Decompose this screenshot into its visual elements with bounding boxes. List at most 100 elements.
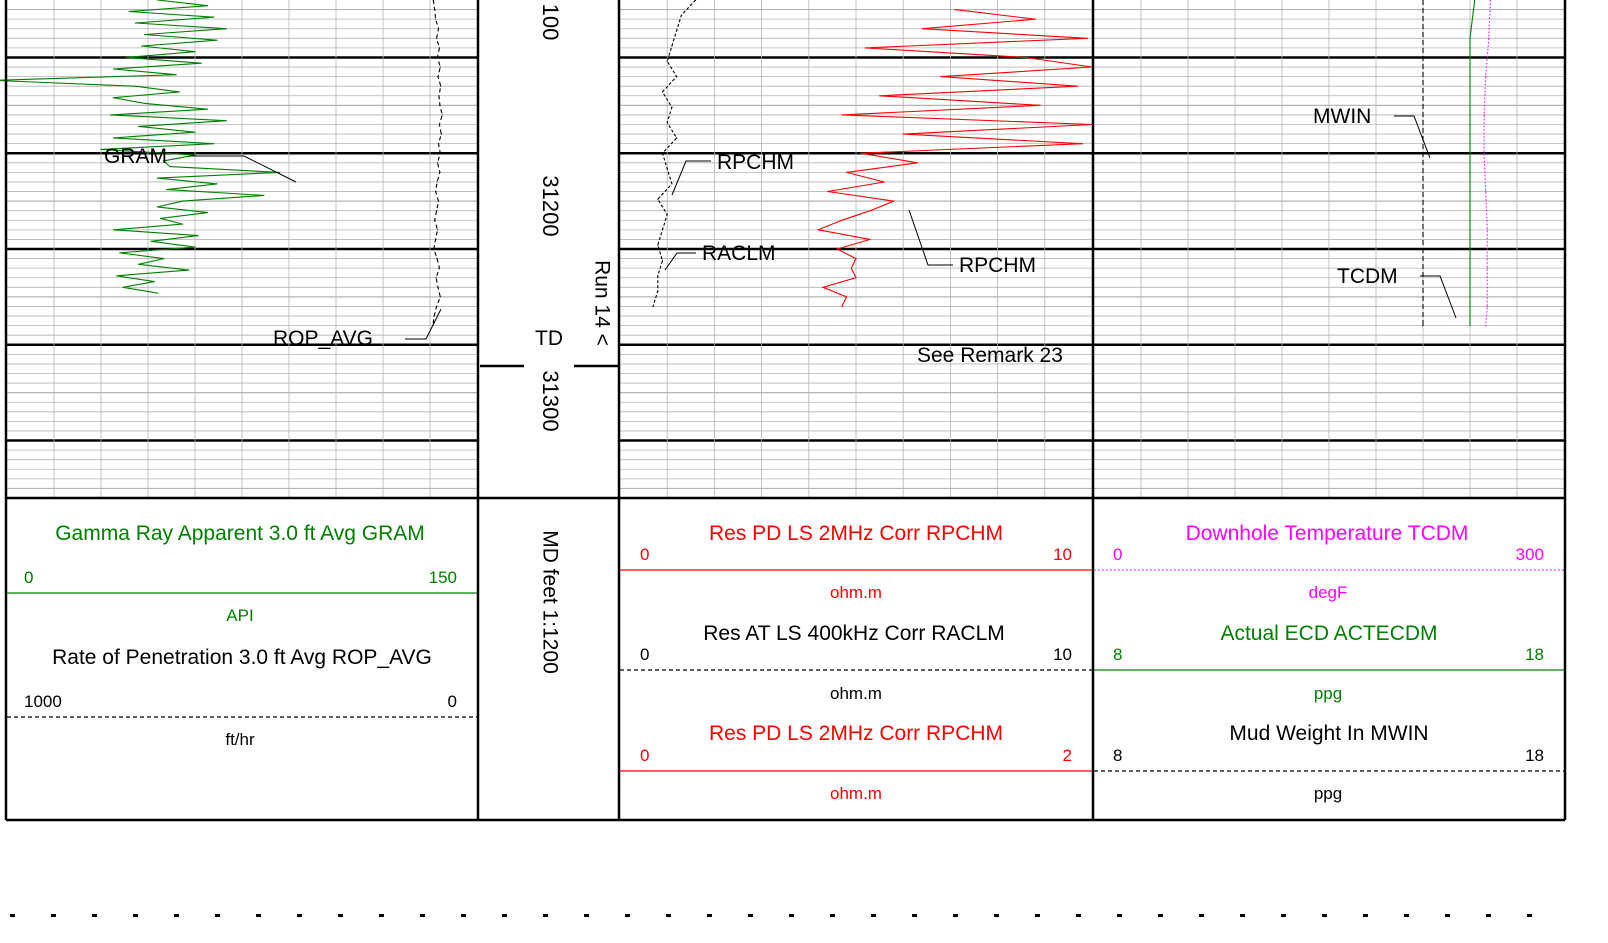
edge-mark xyxy=(1199,914,1204,917)
header-name: Res AT LS 400kHz Corr RACLM xyxy=(703,622,1005,645)
data-point-raclm xyxy=(666,122,668,124)
data-point-raclm xyxy=(676,76,678,78)
data-point-raclm xyxy=(661,91,664,93)
data-point-rop_avg xyxy=(433,248,435,250)
data-point-rop_avg xyxy=(436,258,438,260)
data-point-raclm xyxy=(694,0,697,1)
edge-mark xyxy=(707,914,712,917)
data-point-rpchm xyxy=(940,76,942,78)
data-point-gram xyxy=(138,125,140,127)
data-point-gram xyxy=(188,269,190,271)
depth-tick-label: 31300 xyxy=(538,370,563,431)
scale-left: 0 xyxy=(640,645,649,664)
data-point-actecdm xyxy=(1469,76,1471,78)
data-point-tcdm xyxy=(1483,152,1485,154)
data-point-rpchm xyxy=(822,286,824,288)
curve-actecdm xyxy=(1469,0,1476,326)
scale-unit: ohm.m xyxy=(830,583,882,602)
data-point-raclm xyxy=(661,229,664,231)
data-point-rpchm xyxy=(883,181,885,183)
data-point-gram xyxy=(138,263,140,265)
log-grid xyxy=(7,0,1564,498)
depth-tick-label: 100 xyxy=(538,4,563,41)
scale-right: 2 xyxy=(1063,746,1072,765)
data-point-gram xyxy=(134,85,137,87)
data-point-rpchm xyxy=(860,152,862,154)
data-point-rpchm xyxy=(902,133,904,135)
data-point-rop_avg xyxy=(433,315,435,317)
edge-mark xyxy=(625,914,630,917)
data-point-tcdm xyxy=(1486,229,1488,231)
remark-label: See Remark 23 xyxy=(917,344,1063,367)
data-point-gram xyxy=(163,160,165,162)
data-point-raclm xyxy=(657,290,659,292)
edge-mark xyxy=(92,914,97,917)
rpchm-right-leader xyxy=(908,209,953,266)
data-point-rpchm xyxy=(864,47,867,49)
data-point-gram xyxy=(112,137,115,139)
data-point-gram xyxy=(144,33,146,36)
data-point-rpchm xyxy=(916,162,919,164)
data-point-gram xyxy=(213,16,215,18)
data-point-gram xyxy=(197,235,199,237)
scale-unit: ppg xyxy=(1314,684,1342,703)
scale-left: 0 xyxy=(24,568,33,587)
data-point-gram xyxy=(128,10,130,13)
scale-unit: API xyxy=(226,606,253,625)
header-name: Downhole Temperature TCDM xyxy=(1186,522,1469,545)
scale-unit: degF xyxy=(1309,583,1348,602)
scale-right: 18 xyxy=(1525,746,1544,765)
data-point-actecdm xyxy=(1469,229,1471,231)
data-point-actecdm xyxy=(1474,0,1476,1)
edge-mark xyxy=(1035,914,1040,917)
header-name: Rate of Penetration 3.0 ft Avg ROP_AVG xyxy=(52,646,432,669)
data-point-tcdm xyxy=(1485,76,1487,78)
scale-left: 0 xyxy=(1113,545,1122,564)
curve-tcdm xyxy=(1483,0,1491,326)
curve-gram xyxy=(0,0,280,294)
data-point-tcdm xyxy=(1486,305,1488,308)
data-point-tcdm xyxy=(1488,37,1490,39)
scale-right: 10 xyxy=(1053,545,1072,564)
scale-right: 300 xyxy=(1516,545,1544,564)
data-point-rop_avg xyxy=(440,133,442,135)
edge-mark xyxy=(215,914,220,917)
data-point-rop_avg xyxy=(436,229,439,231)
data-point-gram xyxy=(119,252,121,254)
data-point-raclm xyxy=(671,106,673,108)
data-point-raclm xyxy=(671,45,673,47)
data-point-rop_avg xyxy=(437,200,440,202)
data-point-gram xyxy=(216,183,218,185)
data-point-rpchm xyxy=(1077,85,1079,87)
data-point-gram xyxy=(144,102,146,104)
edge-mark xyxy=(1158,914,1163,917)
data-point-rop_avg xyxy=(439,104,441,106)
edge-mark xyxy=(297,914,302,917)
data-point-actecdm xyxy=(1469,190,1471,193)
data-point-tcdm xyxy=(1485,325,1487,327)
data-point-rop_avg xyxy=(434,219,436,221)
data-point-gram xyxy=(213,143,215,145)
rpchm-top-leader xyxy=(671,160,711,196)
edge-mark xyxy=(1322,914,1327,917)
edge-mark xyxy=(1281,914,1286,917)
data-point-raclm xyxy=(661,259,664,262)
data-point-tcdm xyxy=(1485,190,1487,193)
data-point-rpchm xyxy=(841,219,843,221)
td-label: TD xyxy=(535,327,563,350)
edge-mark xyxy=(338,914,343,917)
data-point-rop_avg xyxy=(438,47,440,49)
edge-mark xyxy=(789,914,794,917)
edge-mark xyxy=(1404,914,1409,917)
data-point-gram xyxy=(194,154,196,156)
data-point-rop_avg xyxy=(439,171,441,173)
data-point-rop_avg xyxy=(437,143,440,145)
data-point-rop_avg xyxy=(437,28,440,30)
data-point-gram xyxy=(125,56,127,59)
data-point-rpchm xyxy=(846,171,848,173)
data-point-rop_avg xyxy=(437,286,439,288)
raclm-curve-label: RACLM xyxy=(702,242,776,265)
data-point-gram xyxy=(200,62,202,64)
track2-header: Res PD LS 2MHz Corr RPCHM 0 10 ohm.m Res… xyxy=(620,522,1092,803)
data-point-rop_avg xyxy=(439,152,441,154)
